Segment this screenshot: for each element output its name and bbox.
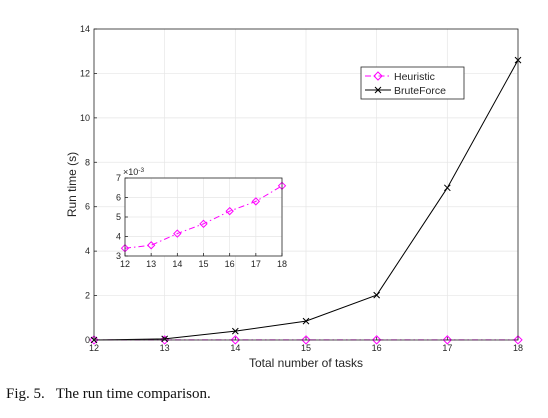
legend-label: Heuristic <box>394 71 435 83</box>
y-tick-label: 3 <box>116 251 121 261</box>
diamond-marker <box>225 206 234 216</box>
y-tick-label: 5 <box>116 212 121 222</box>
x-tick-label: 18 <box>277 259 287 269</box>
legend-x-marker <box>374 86 382 94</box>
legend-diamond-marker <box>373 71 383 81</box>
diamond-marker <box>230 335 241 345</box>
y-tick-label: 2 <box>85 291 90 301</box>
diamond-marker <box>89 335 99 345</box>
diamond-marker <box>442 335 453 345</box>
y-tick-label: 14 <box>80 24 90 34</box>
x-tick-label: 12 <box>120 259 130 269</box>
x-tick-label: 18 <box>513 343 523 353</box>
diamond-marker <box>199 219 208 229</box>
x-tick-label: 12 <box>89 343 99 353</box>
inset-plot-area: 12 13 14 15 16 17 18 3 4 5 6 7×10-3 <box>116 167 287 269</box>
y-tick-label: 4 <box>116 232 121 242</box>
y-exponent-label: ×10-3 <box>123 167 144 177</box>
x-tick-label: 13 <box>160 343 170 353</box>
diamond-marker <box>251 197 261 206</box>
diamond-marker <box>301 335 311 345</box>
diamond-marker <box>513 335 523 345</box>
y-tick-label: 8 <box>85 157 90 167</box>
y-tick-label: 10 <box>80 113 90 123</box>
y-exponent-power: -3 <box>138 167 144 174</box>
diamond-marker <box>173 229 182 238</box>
x-tick-label: 16 <box>372 343 382 353</box>
x-tick-label: 16 <box>225 259 235 269</box>
figure-caption: Fig. 5. The run time comparison. <box>6 386 211 402</box>
x-marker <box>231 327 239 335</box>
x-marker <box>302 317 310 325</box>
legend: Heuristic BruteForce <box>360 66 465 100</box>
x-marker <box>373 291 381 299</box>
y-axis-label: Run time (s) <box>65 152 79 217</box>
x-marker <box>443 184 451 192</box>
y-tick-label: 6 <box>116 193 121 203</box>
y-tick-label: 0 <box>85 335 90 345</box>
diamond-marker <box>146 241 156 250</box>
y-tick-label: 7 <box>116 173 121 183</box>
diamond-marker <box>371 335 382 345</box>
x-tick-label: 15 <box>198 259 208 269</box>
x-tick-label: 14 <box>172 259 182 269</box>
y-tick-label: 6 <box>85 202 90 212</box>
x-tick-label: 17 <box>251 259 261 269</box>
x-tick-label: 17 <box>442 343 452 353</box>
y-tick-label: 4 <box>85 246 90 256</box>
x-tick-label: 13 <box>146 259 156 269</box>
legend-label: BruteForce <box>394 85 446 97</box>
x-tick-label: 14 <box>230 343 240 353</box>
x-axis-label: Total number of tasks <box>249 356 363 370</box>
x-tick-label: 15 <box>301 343 311 353</box>
series-line-inset <box>124 185 283 249</box>
y-tick-label: 12 <box>80 68 90 78</box>
